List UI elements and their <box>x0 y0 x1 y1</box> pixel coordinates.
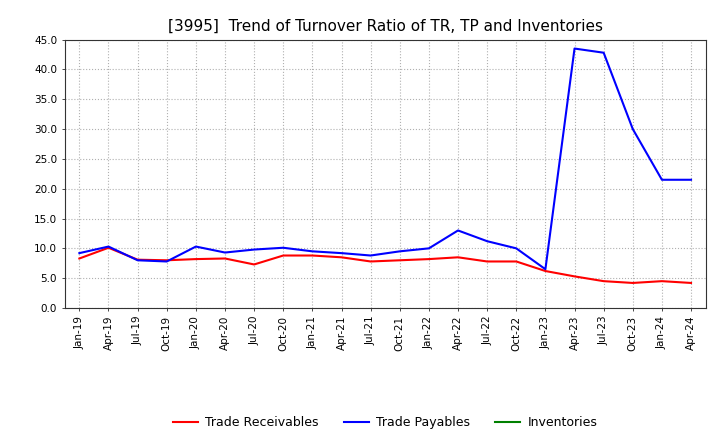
Trade Payables <box>279 245 287 250</box>
Trade Payables <box>308 249 317 254</box>
Trade Receivables <box>425 257 433 262</box>
Trade Payables <box>512 246 521 251</box>
Trade Receivables <box>657 279 666 284</box>
Trade Receivables <box>163 258 171 263</box>
Legend: Trade Receivables, Trade Payables, Inventories: Trade Receivables, Trade Payables, Inven… <box>173 416 598 429</box>
Trade Payables <box>629 126 637 132</box>
Line: Trade Payables: Trade Payables <box>79 48 691 269</box>
Line: Trade Receivables: Trade Receivables <box>79 248 691 283</box>
Trade Receivables <box>133 257 142 262</box>
Trade Payables <box>599 50 608 55</box>
Trade Receivables <box>687 280 696 286</box>
Trade Payables <box>75 250 84 256</box>
Trade Receivables <box>483 259 492 264</box>
Trade Receivables <box>599 279 608 284</box>
Trade Receivables <box>454 255 462 260</box>
Trade Payables <box>657 177 666 183</box>
Trade Receivables <box>395 258 404 263</box>
Trade Payables <box>541 267 550 272</box>
Trade Payables <box>454 228 462 233</box>
Trade Receivables <box>220 256 229 261</box>
Trade Receivables <box>192 257 200 262</box>
Trade Payables <box>395 249 404 254</box>
Trade Payables <box>483 238 492 244</box>
Trade Payables <box>133 258 142 263</box>
Trade Receivables <box>279 253 287 258</box>
Trade Payables <box>687 177 696 183</box>
Trade Payables <box>163 259 171 264</box>
Trade Receivables <box>75 256 84 261</box>
Trade Payables <box>337 250 346 256</box>
Title: [3995]  Trend of Turnover Ratio of TR, TP and Inventories: [3995] Trend of Turnover Ratio of TR, TP… <box>168 19 603 34</box>
Trade Receivables <box>629 280 637 286</box>
Trade Payables <box>104 244 113 249</box>
Trade Payables <box>366 253 375 258</box>
Trade Receivables <box>541 268 550 274</box>
Trade Receivables <box>308 253 317 258</box>
Trade Receivables <box>337 255 346 260</box>
Trade Payables <box>250 247 258 252</box>
Trade Payables <box>220 250 229 255</box>
Trade Receivables <box>570 274 579 279</box>
Trade Payables <box>192 244 200 249</box>
Trade Receivables <box>250 262 258 267</box>
Trade Payables <box>425 246 433 251</box>
Trade Receivables <box>366 259 375 264</box>
Trade Payables <box>570 46 579 51</box>
Trade Receivables <box>512 259 521 264</box>
Trade Receivables <box>104 245 113 250</box>
